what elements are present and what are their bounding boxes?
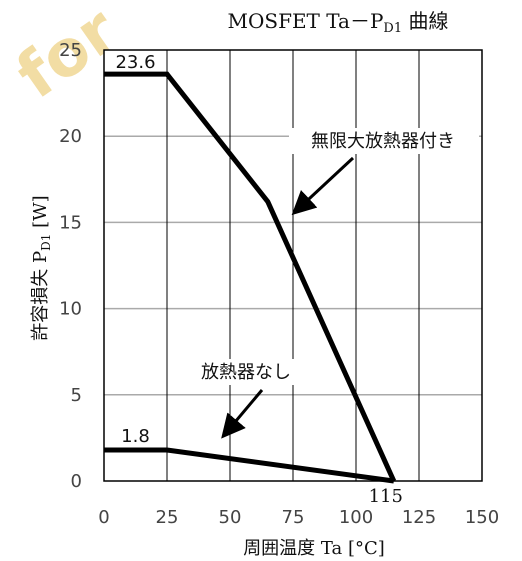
- value-label-23-6: 23.6: [115, 52, 155, 73]
- plot-frame: [103, 49, 483, 482]
- y-tick-15: 15: [59, 212, 82, 233]
- chart-title: MOSFET Ta－PD1 曲線: [228, 9, 449, 36]
- x-tick-labels: 0 25 50 75 100 125 150: [98, 507, 499, 528]
- x-tick-125: 125: [402, 507, 436, 528]
- y-tick-10: 10: [59, 299, 82, 320]
- callout-heatsink-label: 無限大放熱器付き: [311, 131, 455, 152]
- callout-no-heatsink-label: 放熱器なし: [201, 362, 291, 383]
- callout-no-heatsink-arrow: [221, 389, 264, 439]
- y-axis-label-main: 許容損失 P: [30, 251, 51, 341]
- chart-title-main: MOSFET Ta－P: [228, 9, 384, 33]
- x-tick-50: 50: [219, 507, 242, 528]
- value-label-115: 115: [369, 486, 403, 507]
- y-tick-labels: 0 5 10 15 20 25: [59, 40, 82, 492]
- x-tick-25: 25: [156, 507, 179, 528]
- x-axis-label: 周囲温度 Ta [°C]: [243, 538, 385, 559]
- series-line-2: [104, 447, 395, 484]
- value-label-1-8: 1.8: [121, 426, 150, 447]
- x-tick-0: 0: [98, 507, 109, 528]
- callout-heatsink-arrow: [291, 156, 355, 216]
- x-tick-150: 150: [465, 507, 499, 528]
- x-tick-100: 100: [339, 507, 373, 528]
- x-tick-75: 75: [282, 507, 305, 528]
- series-lines: [104, 71, 397, 484]
- y-tick-20: 20: [59, 126, 82, 147]
- y-axis-label-tail: [W]: [30, 195, 51, 233]
- chart-title-tail: 曲線: [402, 9, 448, 33]
- chart-title-subscript: D1: [383, 21, 402, 36]
- y-tick-25: 25: [59, 40, 82, 61]
- callout-heatsink-bg: [289, 128, 479, 154]
- y-axis-label-subscript: D1: [39, 234, 53, 251]
- y-axis-label: 許容損失 PD1 [W]: [30, 195, 53, 340]
- y-tick-0: 0: [71, 471, 82, 492]
- series-line-1: [104, 71, 397, 483]
- callout-no-heatsink-bg: [190, 359, 304, 385]
- vertical-gridlines: [166, 50, 420, 481]
- y-tick-5: 5: [71, 385, 82, 406]
